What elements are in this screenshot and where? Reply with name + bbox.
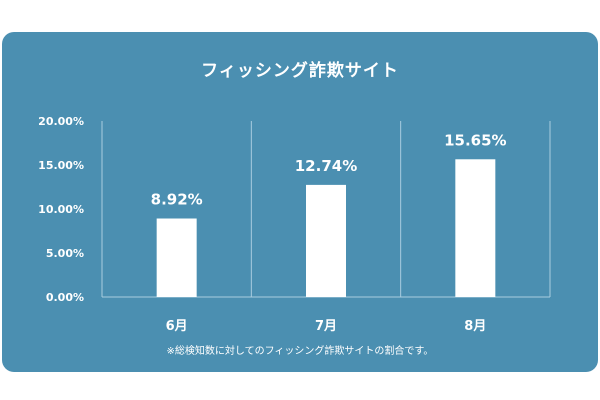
chart-footnote: ※総検知数に対してのフィッシング詐欺サイトの割合です。 bbox=[166, 346, 434, 357]
data-label: 8.92% bbox=[151, 191, 203, 209]
chart-card: フィッシング詐欺サイト 0.00% 5.00% 10.00% 15.00% 20.00%… bbox=[2, 32, 598, 372]
bar-chart: 0.00% 5.00% 10.00% 15.00% 20.00% 8.92% 6月 12.74… bbox=[38, 115, 551, 334]
x-tick-label: 7月 bbox=[315, 319, 337, 334]
bar bbox=[156, 218, 197, 297]
y-tick-label: 10.00% bbox=[38, 203, 84, 216]
x-tick-label: 8月 bbox=[464, 319, 486, 334]
chart-title: フィッシング詐欺サイト bbox=[201, 61, 399, 81]
bar bbox=[306, 184, 346, 297]
data-label: 12.74% bbox=[295, 157, 357, 175]
y-tick-label: 20.00% bbox=[38, 115, 84, 128]
y-tick-label: 0.00% bbox=[46, 291, 84, 304]
y-tick-label: 15.00% bbox=[38, 159, 84, 172]
y-tick-label: 5.00% bbox=[46, 247, 84, 260]
data-label: 15.65% bbox=[444, 131, 506, 149]
bar bbox=[455, 159, 496, 297]
x-tick-label: 6月 bbox=[166, 319, 188, 334]
